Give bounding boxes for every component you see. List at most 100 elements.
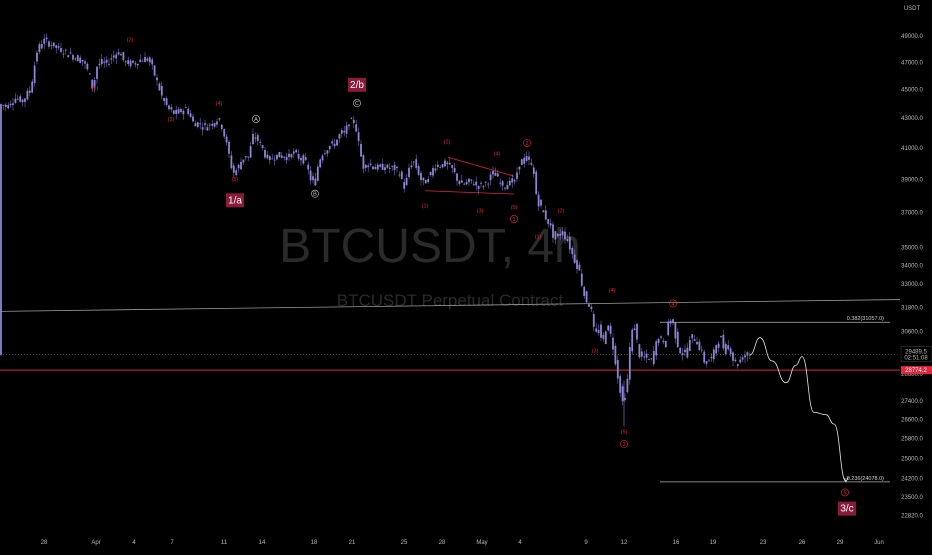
candle-body [739, 359, 742, 363]
candle-body [120, 54, 122, 56]
x-tick-label: May [476, 540, 487, 546]
candle-body [55, 45, 58, 48]
candle-body [741, 357, 744, 360]
wave-label: (2) [127, 37, 134, 43]
candle-body [585, 291, 588, 303]
candle-body [640, 351, 643, 357]
candle-body [36, 52, 38, 62]
candle-body [84, 61, 86, 64]
wave-labels: (1) (2) (3) (4) (5) A B C (2) (4) (1) (3) (5) 1 2 (2) (1… [92, 37, 856, 516]
candle-body [259, 141, 262, 143]
candle-body [194, 123, 197, 127]
candle-body [698, 341, 701, 350]
x-tick-label: Jun [874, 540, 884, 546]
candle-body [540, 199, 542, 206]
y-tick-label: 26600.0 [901, 417, 923, 423]
candle-body [657, 339, 660, 344]
watermark-symbol: BTCUSDT, 4h [279, 220, 580, 273]
candle-body [184, 107, 187, 109]
wave-label: (1) [92, 86, 99, 92]
candle-body [427, 178, 430, 183]
candle-body [276, 154, 278, 160]
candle-body [518, 166, 521, 170]
candle-body [242, 159, 245, 163]
candle-body [196, 122, 199, 127]
candle-body [609, 325, 612, 334]
candle-body [211, 123, 214, 126]
candle-body [67, 55, 70, 58]
degree-label-box [348, 77, 366, 92]
candle-body [652, 351, 655, 365]
candle-body [26, 90, 29, 100]
candle-body [487, 183, 490, 185]
candle-body [105, 59, 108, 63]
candle-body [117, 52, 120, 55]
degree-label: 2/b [350, 80, 364, 91]
y-tick-label: 33000.0 [901, 282, 923, 288]
candle-body [748, 354, 751, 356]
candle-body [158, 83, 161, 91]
candle-body [129, 60, 132, 67]
candle-body [204, 123, 206, 125]
candle-body [0, 104, 2, 355]
candle-body [168, 105, 170, 110]
candle-body [662, 340, 665, 343]
wave-label: 2 [525, 141, 528, 147]
candle-body [506, 184, 509, 190]
x-tick-label: 12 [621, 540, 628, 546]
candle-body [112, 55, 115, 58]
candle-body [676, 331, 679, 348]
candle-body [252, 133, 254, 145]
candle-body [369, 163, 372, 165]
candle-body [264, 149, 266, 158]
candle-body [307, 164, 310, 170]
wave-label: C [355, 101, 359, 107]
candle-countdown: 02:51:08 [904, 356, 928, 362]
candle-body [547, 219, 550, 224]
candle-body [734, 359, 737, 362]
candle-body [525, 156, 528, 161]
candle-body [441, 164, 444, 168]
candle-body [614, 345, 617, 365]
fib-level-label: -0.236(24078.0) [845, 476, 884, 482]
candle-body [379, 164, 382, 167]
candle-body [674, 322, 677, 339]
candle-body [254, 137, 257, 139]
wave-label: (2) [558, 208, 565, 214]
wave-label: 3 [622, 442, 625, 448]
candle-body [417, 166, 420, 175]
candle-body [4, 104, 7, 107]
wave-label: (5) [511, 205, 518, 211]
candle-body [626, 378, 629, 393]
candle-body [333, 143, 336, 147]
x-tick-label: Apr [91, 540, 100, 546]
candle-body [79, 57, 82, 63]
candle-body [316, 166, 319, 181]
candle-body [434, 168, 437, 171]
x-tick-label: 4 [132, 540, 136, 546]
candle-body [228, 141, 230, 154]
candle-body [302, 155, 305, 164]
candle-body [408, 167, 410, 177]
candle-body [141, 60, 144, 62]
candle-body [501, 181, 504, 186]
candle-body [559, 234, 562, 236]
candle-body [477, 185, 480, 190]
candle-body [230, 155, 233, 169]
candle-body [700, 349, 703, 351]
wave-label-circle [523, 139, 531, 147]
candle-body [420, 173, 422, 181]
x-tick-label: 25 [401, 540, 408, 546]
wave-label: (3) [477, 208, 484, 214]
candle-body [7, 105, 10, 109]
candle-body [492, 170, 494, 175]
candle-body [28, 90, 31, 93]
candle-body [249, 146, 252, 158]
candle-body [261, 145, 264, 149]
candle-body [127, 60, 130, 65]
price-axis: USDT 49000.0 47000.0 45000.0 43000.0 41000.0 3… [900, 6, 932, 520]
candle-body [290, 154, 293, 158]
currency-label: USDT [904, 6, 921, 12]
